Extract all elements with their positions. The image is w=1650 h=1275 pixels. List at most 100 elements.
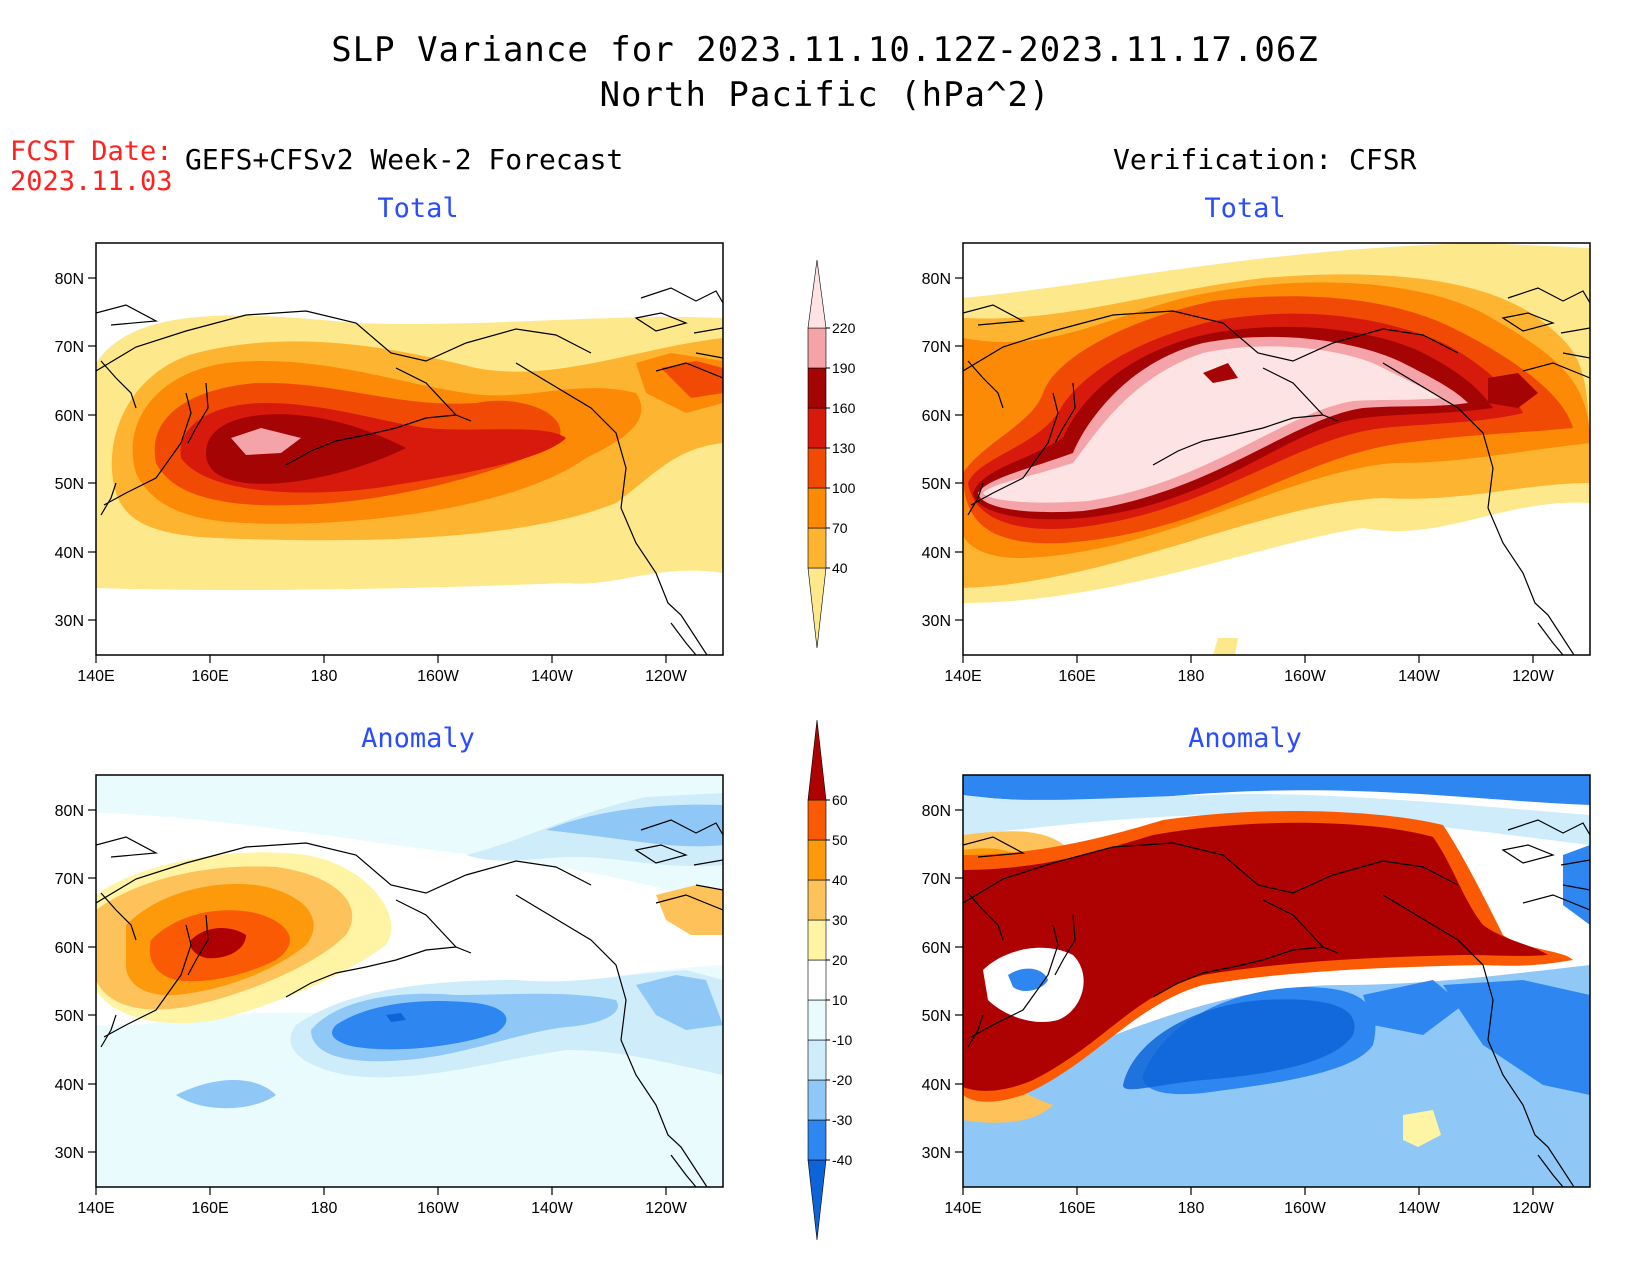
colorbar-tick-label: 40: [832, 560, 848, 576]
colorbar-swatch: [807, 367, 827, 409]
colorbar-tick-label: 20: [832, 952, 848, 968]
anomaly-colorbar: -40 -30 -20 -10 10 20 30 40 50 60: [807, 719, 852, 1241]
colorbar-tick-label: -20: [832, 1072, 852, 1088]
colorbar-swatch: [807, 1079, 827, 1121]
colorbar-swatch: [807, 487, 827, 529]
panel-subtitle-verification-total: Total: [1204, 193, 1286, 224]
lat-tick-label: 50N: [922, 476, 951, 493]
lon-tick-label: 160E: [191, 1200, 228, 1217]
colorbar-swatch: [807, 1119, 827, 1161]
lon-tick-label: 180: [311, 1200, 338, 1217]
lon-tick-label: 180: [1178, 668, 1205, 685]
lon-tick-label: 140E: [77, 668, 114, 685]
lon-tick-label: 160W: [1284, 1200, 1327, 1217]
chart-title: SLP Variance for 2023.11.10.12Z-2023.11.…: [331, 30, 1319, 70]
colorbar-tick-label: 60: [832, 792, 848, 808]
lat-tick-label: 30N: [922, 613, 951, 630]
lat-tick-label: 30N: [922, 1145, 951, 1162]
colorbar-swatch: [807, 999, 827, 1041]
colorbar-tick-label: 220: [832, 320, 856, 336]
panel-verification-total: [954, 242, 1591, 664]
lat-tick-label: 40N: [922, 545, 951, 562]
lon-tick-label: 120W: [645, 1200, 688, 1217]
lat-tick-label: 80N: [55, 271, 84, 288]
panel-forecast-anomaly: [87, 774, 724, 1196]
lon-tick-label: 140W: [1398, 1200, 1441, 1217]
lon-tick-label: 120W: [1512, 1200, 1555, 1217]
colorbar-swatch: [807, 879, 827, 921]
total-colorbar: 40 70 100 130 160 190 220: [807, 259, 856, 649]
panel-subtitle-verification-anomaly: Anomaly: [1188, 723, 1302, 754]
verification-header: Verification: CFSR: [1113, 143, 1417, 176]
colorbar-swatch: [807, 327, 827, 369]
lat-tick-label: 50N: [55, 476, 84, 493]
panel-subtitle-forecast-total: Total: [377, 193, 459, 224]
colorbar-tick-label: -10: [832, 1032, 852, 1048]
lat-tick-label: 80N: [922, 803, 951, 820]
colorbar-tick-label: -40: [832, 1152, 852, 1168]
lat-tick-label: 30N: [55, 613, 84, 630]
lon-tick-label: 160E: [1058, 1200, 1095, 1217]
colorbar-tick-label: 10: [832, 992, 848, 1008]
colorbar-tick-label: 190: [832, 360, 856, 376]
colorbar-swatch: [807, 1039, 827, 1081]
lon-tick-label: 160W: [417, 1200, 460, 1217]
lon-tick-label: 160W: [417, 668, 460, 685]
lat-tick-label: 60N: [922, 940, 951, 957]
chart-subtitle: North Pacific (hPa^2): [599, 75, 1051, 115]
lat-tick-label: 60N: [55, 408, 84, 425]
axis-labels: 80N 70N 60N 50N 40N 30N 140E 160E 180 160W 140W 120…: [55, 271, 1555, 1217]
lat-tick-label: 30N: [55, 1145, 84, 1162]
forecast-date-value: 2023.11.03: [10, 166, 173, 197]
colorbar-tick-label: 30: [832, 912, 848, 928]
lat-tick-label: 60N: [55, 940, 84, 957]
lat-tick-label: 40N: [55, 1077, 84, 1094]
lat-tick-label: 50N: [55, 1008, 84, 1025]
colorbar-swatch: [807, 407, 827, 449]
panel-verification-anomaly: [954, 774, 1591, 1196]
colorbar-swatch: [807, 959, 827, 1001]
lon-tick-label: 160E: [1058, 668, 1095, 685]
colorbar-swatch: [807, 799, 827, 841]
lon-tick-label: 160E: [191, 668, 228, 685]
lon-tick-label: 140W: [531, 1200, 574, 1217]
colorbar-tick-label: -30: [832, 1112, 852, 1128]
lat-tick-label: 40N: [55, 545, 84, 562]
colorbar-swatch: [807, 447, 827, 489]
lon-tick-label: 140W: [1398, 668, 1441, 685]
lon-tick-label: 160W: [1284, 668, 1327, 685]
forecast-date-label: FCST Date:: [10, 136, 173, 167]
lat-tick-label: 80N: [922, 271, 951, 288]
lat-tick-label: 70N: [55, 339, 84, 356]
colorbar-swatch: [807, 719, 827, 801]
lat-tick-label: 60N: [922, 408, 951, 425]
lon-tick-label: 180: [311, 668, 338, 685]
lon-tick-label: 140E: [944, 1200, 981, 1217]
lat-tick-label: 70N: [55, 871, 84, 888]
colorbar-swatch: [807, 839, 827, 881]
lat-tick-label: 70N: [922, 339, 951, 356]
lat-tick-label: 70N: [922, 871, 951, 888]
lon-tick-label: 120W: [1512, 668, 1555, 685]
forecast-date-block: FCST Date: 2023.11.03: [10, 137, 173, 197]
colorbar-swatch: [807, 1159, 827, 1241]
colorbar-swatch: [807, 527, 827, 569]
lon-tick-label: 140E: [944, 668, 981, 685]
lon-tick-label: 120W: [645, 668, 688, 685]
lat-tick-label: 50N: [922, 1008, 951, 1025]
colorbar-tick-label: 50: [832, 832, 848, 848]
forecast-header: GEFS+CFSv2 Week-2 Forecast: [185, 143, 624, 176]
colorbar-tick-label: 160: [832, 400, 856, 416]
lat-tick-label: 40N: [922, 1077, 951, 1094]
panel-forecast-total: [87, 242, 724, 664]
colorbar-tick-label: 40: [832, 872, 848, 888]
lon-tick-label: 140W: [531, 668, 574, 685]
colorbar-swatch: [807, 259, 827, 329]
colorbar-swatch: [807, 567, 827, 649]
panel-subtitle-forecast-anomaly: Anomaly: [361, 723, 475, 754]
colorbar-tick-label: 100: [832, 480, 856, 496]
lon-tick-label: 140E: [77, 1200, 114, 1217]
colorbar-tick-label: 70: [832, 520, 848, 536]
lat-tick-label: 80N: [55, 803, 84, 820]
